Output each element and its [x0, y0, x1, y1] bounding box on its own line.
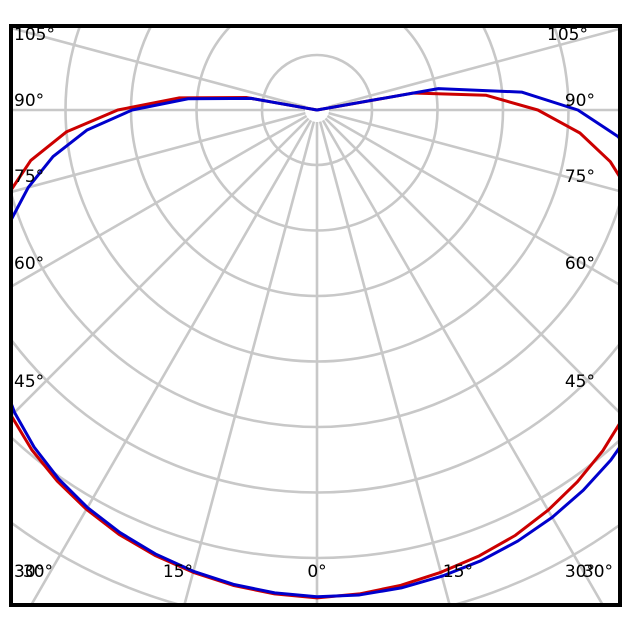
angle-label-left-0: 105° [14, 25, 55, 45]
angle-label-bottom-2: 0° [307, 562, 327, 582]
angle-label-bottom-3: 15° [442, 562, 474, 582]
angle-label-left-5: 30° [14, 562, 45, 582]
angle-label-left-4: 45° [14, 372, 45, 392]
angle-label-right-0: 105° [547, 25, 588, 45]
angle-label-bottom-4: 30° [582, 562, 614, 582]
grid-spoke [321, 119, 604, 604]
grid-spoke [12, 27, 306, 109]
angle-label-right-1: 90° [564, 91, 595, 111]
angle-label-right-2: 75° [564, 167, 595, 187]
grid-spoke [12, 117, 310, 417]
distribution-curves [12, 87, 619, 600]
angle-label-left-3: 60° [14, 254, 45, 274]
angle-label-right-4: 45° [564, 372, 595, 392]
angle-label-right-3: 60° [564, 254, 595, 274]
plot-frame-border [9, 24, 622, 607]
grid-spoke [318, 121, 451, 604]
grid-spoke [326, 114, 619, 286]
angle-label-left-2: 75° [14, 167, 45, 187]
angle-label-right-5: 30° [564, 562, 595, 582]
grid-spoke [12, 114, 308, 288]
angle-label-bottom-0: 30° [22, 562, 54, 582]
grid-spoke [324, 117, 619, 414]
grid-spoke [12, 111, 306, 194]
grid-spoke [30, 119, 313, 604]
angle-label-bottom-1: 15° [162, 562, 194, 582]
grid-spoke [328, 111, 619, 193]
curve-series-1 [12, 87, 619, 599]
grid-spoke [183, 121, 316, 604]
grid-spoke [328, 27, 619, 109]
angle-label-left-1: 90° [14, 91, 45, 111]
